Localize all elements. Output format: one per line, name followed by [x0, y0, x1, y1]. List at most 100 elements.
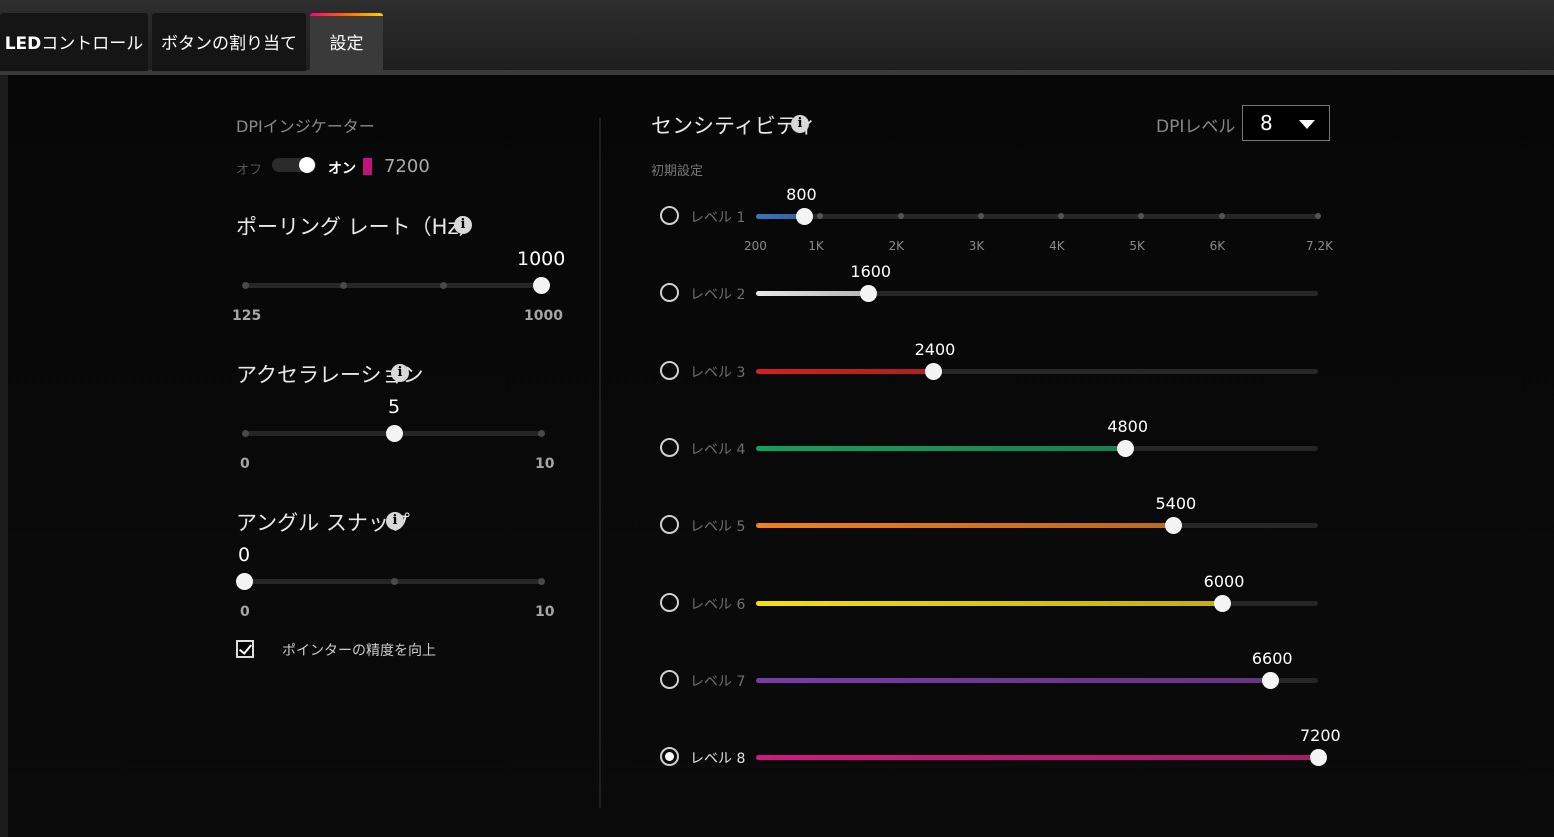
dpi-level-value: 2400 — [914, 340, 956, 359]
dpi-level-label: DPIレベル — [1156, 117, 1236, 137]
dpi-level-fill — [756, 601, 1222, 606]
dpi-level-value: 6000 — [1203, 572, 1245, 591]
dpi-level-value: 6600 — [1251, 649, 1293, 668]
dpi-level-fill — [756, 755, 1318, 760]
toggle-off-label: オフ — [236, 163, 263, 178]
dpi-scale-tick — [1315, 213, 1321, 219]
dpi-indicator-title: DPIインジケーター — [236, 117, 375, 136]
dpi-level-label: レベル 2 — [690, 287, 746, 303]
tab-bar-divider — [0, 70, 1554, 75]
sensitivity-subtitle: 初期設定 — [651, 164, 704, 179]
tab-led-control-label: コントロール — [41, 34, 144, 54]
dpi-level-label: レベル 1 — [690, 210, 746, 226]
acceleration-max-label: 10 — [535, 456, 555, 472]
polling-rate-min-label: 125 — [232, 308, 262, 324]
dpi-level-value: 8 — [1260, 111, 1273, 135]
polling-rate-tick — [340, 282, 347, 289]
dpi-level-radio[interactable] — [660, 361, 679, 380]
polling-rate-thumb[interactable] — [533, 277, 550, 294]
dpi-level-radio[interactable] — [660, 593, 679, 612]
angle-snap-title: アングル スナップ — [236, 511, 410, 535]
dpi-level-thumb[interactable] — [1261, 672, 1279, 689]
dpi-scale-label: 2K — [888, 239, 905, 253]
dpi-level-fill — [756, 291, 869, 296]
angle-snap-max-label: 10 — [535, 604, 555, 620]
settings-panel — [0, 75, 1554, 837]
dpi-level-radio[interactable] — [660, 747, 679, 766]
dpi-level-label: レベル 4 — [690, 442, 746, 458]
dpi-level-radio[interactable] — [660, 206, 679, 225]
column-divider — [599, 118, 601, 808]
dpi-level-thumb[interactable] — [860, 285, 878, 302]
tab-led-control[interactable]: LEDコントロール — [0, 13, 148, 71]
dpi-level-track[interactable] — [756, 214, 1318, 219]
dpi-level-value: 800 — [786, 185, 817, 204]
angle-snap-tick — [538, 578, 545, 585]
dpi-scale-label: 1K — [808, 239, 824, 253]
dpi-level-thumb[interactable] — [1213, 595, 1231, 612]
dpi-level-label: レベル 7 — [690, 674, 746, 690]
angle-snap-tick — [391, 578, 398, 585]
dpi-level-thumb[interactable] — [1117, 440, 1135, 457]
pointer-precision-checkbox[interactable] — [236, 640, 254, 658]
acceleration-thumb[interactable] — [386, 425, 403, 442]
pointer-precision-label: ポインターの精度を向上 — [282, 643, 436, 659]
tab-led-control-label-bold: LED — [4, 34, 42, 54]
acceleration-min-label: 0 — [240, 456, 250, 472]
acceleration-info-icon[interactable]: i — [391, 364, 409, 382]
dpi-level-value: 1600 — [850, 262, 892, 281]
dpi-scale-tick — [817, 213, 824, 219]
dpi-level-fill — [756, 678, 1270, 683]
dpi-scale-label: 200 — [744, 239, 767, 253]
dpi-scale-label: 6K — [1209, 239, 1226, 253]
dpi-level-label: レベル 8 — [690, 751, 746, 767]
dpi-level-thumb[interactable] — [1165, 517, 1183, 534]
tab-button-assignment-label: ボタンの割り当て — [161, 34, 297, 54]
dpi-level-radio[interactable] — [660, 670, 679, 689]
dpi-color-swatch — [363, 158, 372, 175]
dpi-level-track[interactable] — [756, 291, 1318, 296]
dpi-level-label: レベル 5 — [690, 519, 746, 535]
dpi-scale-tick — [1138, 213, 1145, 219]
tab-settings-label: 設定 — [329, 34, 364, 54]
polling-rate-tick — [242, 282, 249, 289]
sensitivity-info-icon[interactable]: i — [791, 115, 809, 133]
dpi-indicator-toggle-knob[interactable] — [299, 157, 315, 173]
dpi-level-radio[interactable] — [660, 515, 679, 534]
tab-settings[interactable]: 設定 — [310, 13, 383, 71]
chevron-down-icon — [1299, 120, 1315, 129]
angle-snap-info-icon[interactable]: i — [386, 512, 404, 530]
sensitivity-title: センシティビティ — [651, 114, 817, 138]
acceleration-tick — [538, 430, 545, 437]
dpi-level-value: 5400 — [1155, 494, 1197, 513]
dpi-level-radio[interactable] — [660, 438, 679, 457]
left-edge-bar — [0, 75, 8, 837]
dpi-level-dropdown[interactable]: 8 — [1242, 105, 1330, 141]
polling-rate-info-icon[interactable]: i — [454, 216, 472, 234]
tab-button-assignment[interactable]: ボタンの割り当て — [152, 13, 306, 71]
toggle-on-label: オン — [328, 161, 356, 177]
dpi-level-fill — [756, 214, 805, 219]
dpi-level-fill — [756, 369, 933, 374]
polling-rate-tick — [440, 282, 447, 289]
dpi-level-label: レベル 3 — [690, 365, 746, 381]
dpi-scale-label: 7.2K — [1306, 239, 1333, 253]
dpi-level-track[interactable] — [756, 369, 1318, 374]
dpi-scale-label: 4K — [1049, 239, 1065, 253]
acceleration-value: 5 — [388, 396, 401, 418]
dpi-scale-tick — [1058, 213, 1065, 219]
polling-rate-title: ポーリング レート（Hz） — [236, 215, 480, 239]
dpi-level-radio[interactable] — [660, 283, 679, 302]
dpi-level-thumb[interactable] — [1310, 749, 1327, 766]
polling-rate-track[interactable] — [244, 283, 544, 288]
acceleration-tick — [242, 430, 249, 437]
dpi-scale-tick — [977, 213, 984, 219]
dpi-level-value: 4800 — [1107, 417, 1149, 436]
dpi-scale-label: 3K — [968, 239, 985, 253]
dpi-level-thumb[interactable] — [796, 208, 814, 225]
angle-snap-value: 0 — [238, 544, 251, 566]
angle-snap-min-label: 0 — [240, 604, 250, 620]
dpi-level-label: レベル 6 — [690, 597, 746, 613]
angle-snap-thumb[interactable] — [236, 573, 253, 590]
dpi-level-thumb[interactable] — [924, 363, 942, 380]
